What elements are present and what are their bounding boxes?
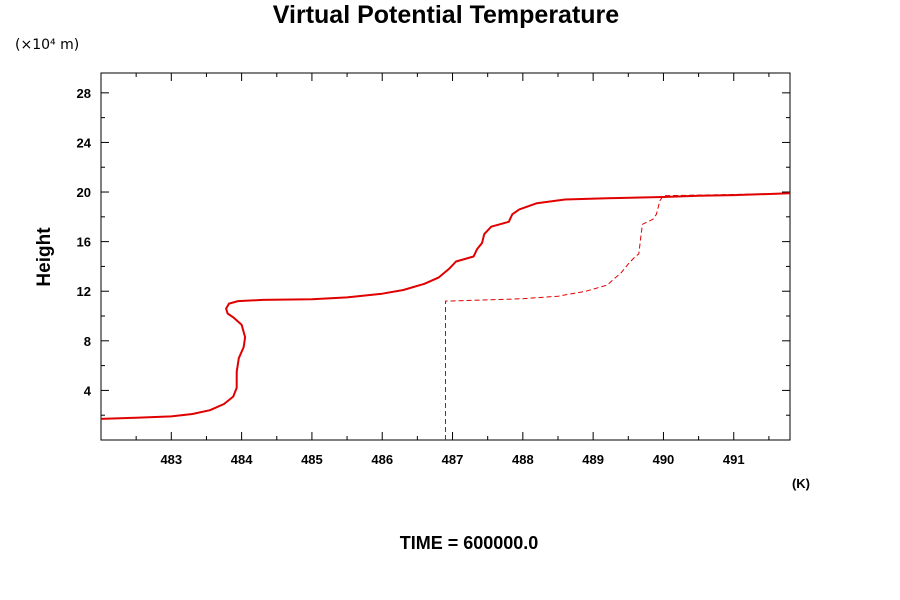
plot-frame (100, 72, 791, 441)
y-unit-label: (×10⁴ m) (15, 37, 79, 53)
y-axis-label: Height (34, 227, 55, 287)
y-tick-label: 16 (77, 235, 91, 250)
x-tick-label: 484 (231, 452, 253, 467)
series-line-solid (100, 192, 791, 420)
x-tick-label: 487 (442, 452, 464, 467)
x-tick-label: 485 (301, 452, 323, 467)
x-tick-label: 486 (371, 452, 393, 467)
x-tick-label: 491 (723, 452, 745, 467)
chart-title: Virtual Potential Temperature (273, 1, 619, 29)
x-tick-label: 489 (582, 452, 604, 467)
y-tick-label: 24 (77, 135, 92, 150)
y-tick-label: 20 (77, 185, 91, 200)
y-tick-label: 8 (84, 334, 91, 349)
y-tick-label: 28 (77, 86, 91, 101)
x-tick-label: 483 (160, 452, 182, 467)
plot-area: 483 484 485 486 487 488 489 490 491 4 8 12 16 20 24 28 (77, 72, 791, 467)
series-line-dashed (445, 192, 791, 440)
x-tick-label: 488 (512, 452, 534, 467)
x-unit-label: (K) (792, 476, 810, 491)
y-tick-label: 12 (77, 284, 91, 299)
footer-time: TIME = 600000.0 (400, 533, 539, 553)
y-tick-label: 4 (84, 383, 92, 398)
x-tick-label: 490 (653, 452, 675, 467)
